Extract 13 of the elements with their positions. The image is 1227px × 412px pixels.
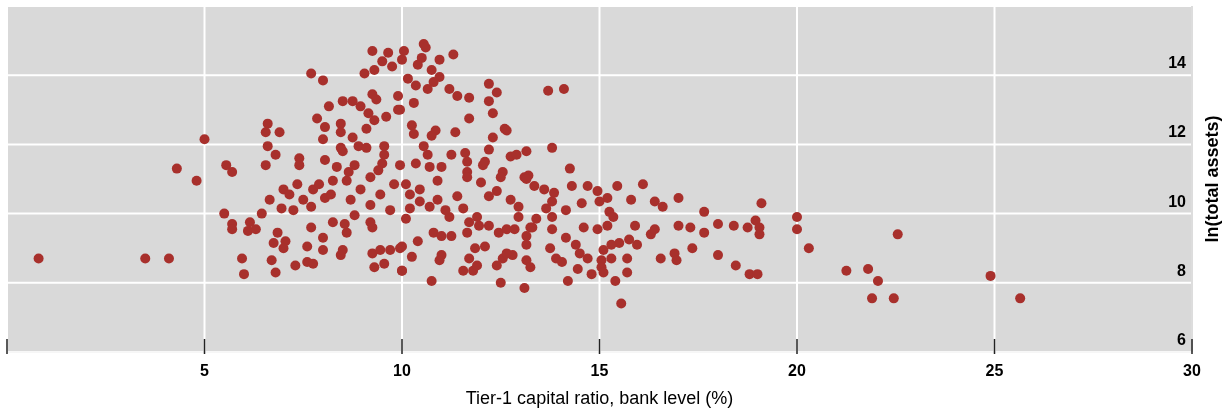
y-tick-label: 6: [1177, 331, 1187, 348]
x-tick-label: 20: [788, 362, 806, 379]
y-tick-label: 10: [1168, 192, 1187, 210]
y-tick-label: 12: [1168, 123, 1187, 141]
y-tick-label: 14: [1168, 54, 1187, 72]
y-axis-title: ln(total assets): [1202, 115, 1223, 243]
x-tick-label: 25: [985, 362, 1004, 379]
x-axis-title: Tier-1 capital ratio, bank level (%): [465, 388, 734, 408]
x-tick-label: 30: [1183, 362, 1201, 379]
x-tick-label: 15: [590, 362, 609, 379]
y-tick-label: 8: [1177, 261, 1187, 279]
x-tick-label: 10: [393, 362, 411, 379]
x-tick-label: 5: [200, 362, 210, 379]
